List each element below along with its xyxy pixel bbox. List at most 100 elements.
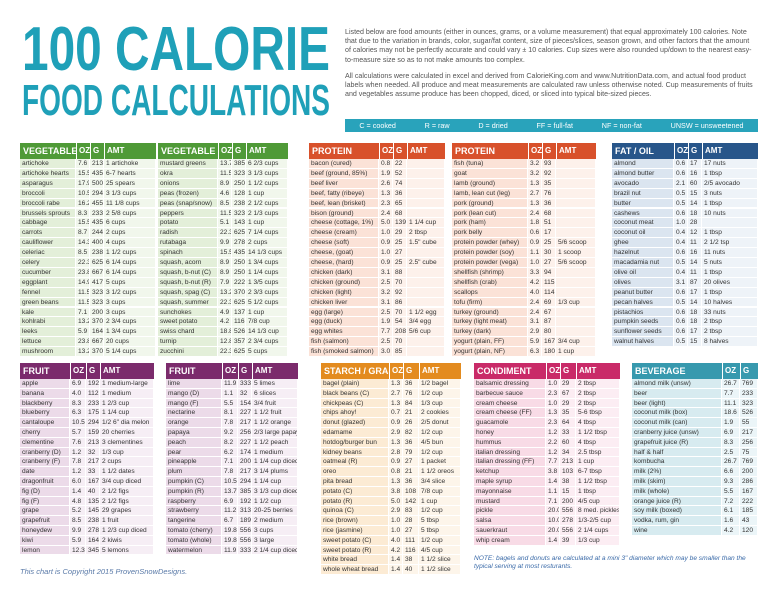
food-amount: 79 [403,447,419,458]
food-amount: 18.8 [218,327,232,338]
column-header: OZ [674,143,688,159]
food-name: blueberry [20,408,70,419]
food-amount: 3/4 fruit [252,398,298,409]
food-amount: 2.9 [389,428,403,438]
food-amount: 1.9 [379,168,393,179]
food-amount: 22.3 [218,228,232,239]
food-name: shellfish (crab) [452,277,528,288]
food-amount: 4.2 [218,317,232,328]
food-amount: 2 1/4 cup diced [252,545,298,556]
food-name: sweet potato (C) [321,535,389,546]
food-amount: 4/5 bun [419,437,461,448]
food-name: olive oil [612,267,674,278]
food-amount: 0.6 [674,208,688,219]
food-amount: 2 5/8 cups [104,208,156,219]
food-name: mango (F) [166,398,222,409]
food-amount: 6.6 [722,467,740,477]
column-header: G [238,363,252,379]
food-amount [556,228,596,239]
food-amount: 3.2 [528,168,542,179]
food-amount: 14 [688,297,702,308]
food-name: squash, b-nut (R) [158,277,218,288]
food-name: honey [474,428,546,438]
food-amount: 8 halves [702,337,758,348]
food-name: watermelon [166,545,222,556]
food-amount: 6.9 [222,496,238,507]
food-amount: 11.1 [722,398,740,409]
food-amount: 0.5 [674,258,688,268]
abbreviation: FF = full-fat [536,121,574,130]
food-amount: 1/2 bagel [419,379,461,389]
food-amount: 15 [688,337,702,348]
column-header: G [403,363,419,379]
food-amount: 213 [560,457,576,468]
food-amount: 435 [232,248,246,258]
food-amount: 22.3 [218,297,232,308]
food-amount: 1.4 [389,565,403,575]
food-amount: 27 [393,248,407,258]
food-name: orange juice (R) [632,496,722,507]
food-name: ghee [612,238,674,249]
food-amount: 2.5 [379,337,393,348]
food-amount: 323 [90,287,104,298]
food-amount: 1 cup [246,188,288,199]
food-amount: 556 [560,526,576,536]
food-amount: 1.2 [70,447,86,458]
food-amount: 36 [403,477,419,487]
food-amount: 15 [688,188,702,199]
food-name: strawberry [166,506,222,517]
food-amount: 1 artichoke [104,159,156,169]
food-amount: 70 [393,307,407,318]
food-amount: 68 [542,208,556,219]
food-amount [407,159,445,169]
food-amount: 8.5 [218,198,232,209]
food-amount: 2/5 avocado [702,178,758,189]
food-amount: 85 [393,347,407,357]
food-amount [407,277,445,288]
food-amount: 16.2 [76,198,90,209]
food-name: tomato (cherry) [166,526,222,536]
food-name: chicken (ground) [309,277,379,288]
table-title: FRUIT [166,363,222,379]
food-name: peanut butter [612,287,674,298]
food-amount: 17 [688,159,702,169]
food-amount: 6.9 [722,428,740,438]
food-name: almond milk (unsw) [632,379,722,389]
food-amount: 2 1/3 cups [246,208,288,219]
food-amount: 26 [403,418,419,428]
column-header: OZ [528,143,542,159]
intro-paragraph: Listed below are food amounts (either in… [345,28,752,64]
food-amount: 1.3 [528,198,542,209]
food-name: macadamia nut [612,258,674,268]
food-name: fish (tuna) [452,159,528,169]
food-amount [556,159,596,169]
food-name: leeks [20,327,76,338]
food-amount: 9.2 [222,428,238,438]
food-amount: 1.2 [70,467,86,477]
food-amount: 323 [740,398,758,409]
food-name: grape [20,506,70,517]
food-name: honeydew [20,526,70,536]
food-amount: 74 [393,178,407,189]
food-amount [407,287,445,298]
food-amount: 52 [393,168,407,179]
column-header: AMT [246,143,288,159]
food-amount: 116 [232,317,246,328]
column-header: G [688,143,702,159]
food-amount: 34 [560,447,576,458]
food-name: fish (salmon) [309,337,379,348]
food-amount: 294 [90,188,104,199]
food-amount: 5.0 [389,496,403,507]
food-amount: 1 2/3 cup [100,398,154,409]
food-amount: 2.4 [528,208,542,219]
food-amount: 3/4 cup [556,337,596,348]
food-name: olives [612,277,674,288]
food-name: squash, summer [158,297,218,308]
food-name: cabbage [20,218,76,229]
abbreviation: UNSW = unsweetened [670,121,744,130]
food-name: pork (ground) [452,198,528,209]
food-amount: 36 [542,198,556,209]
food-amount: 7.7 [546,457,560,468]
food-amount: 6 1/4 cups [104,267,156,278]
food-amount [407,188,445,199]
